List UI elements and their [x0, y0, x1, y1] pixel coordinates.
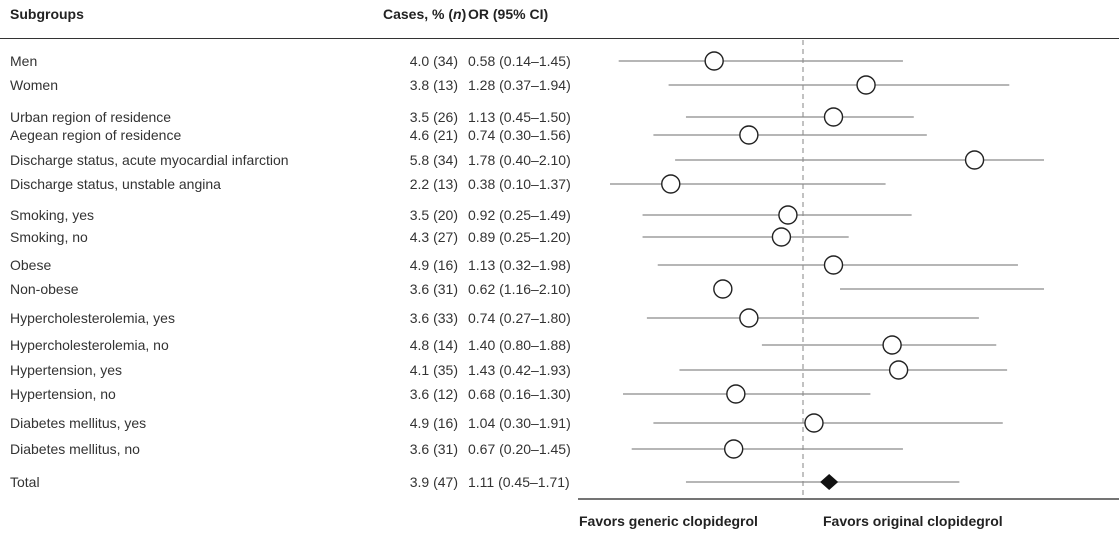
row-or-ci: 0.89 (0.25–1.20)	[468, 229, 571, 245]
row-cases: 4.1 (35)	[409, 362, 458, 378]
row-label: Urban region of residence	[10, 109, 172, 125]
row-cases: 4.0 (34)	[409, 53, 458, 69]
or-point-marker	[964, 150, 985, 170]
row-cases: 3.6 (12)	[409, 386, 458, 402]
row-label: Diabetes mellitus, yes	[10, 415, 147, 431]
or-point-marker	[739, 125, 759, 145]
row-cases: 3.8 (13)	[409, 77, 458, 93]
row-or-ci: 0.74 (0.30–1.56)	[468, 127, 571, 143]
row-cases: 3.6 (31)	[409, 281, 458, 297]
row-label: Non-obese	[10, 281, 79, 297]
row-cases: 3.6 (33)	[409, 310, 458, 326]
or-point-marker	[882, 335, 902, 355]
row-label: Hypercholesterolemia, yes	[10, 310, 175, 326]
row-cases: 4.9 (16)	[409, 415, 458, 431]
row-or-ci: 0.68 (0.16–1.30)	[468, 386, 571, 402]
row-label: Discharge status, unstable angina	[10, 176, 221, 192]
row-label: Aegean region of residence	[10, 127, 182, 143]
row-cases: 3.6 (31)	[409, 441, 458, 457]
or-point-marker	[739, 308, 759, 328]
row-or-ci: 1.04 (0.30–1.91)	[468, 415, 571, 431]
row-cases: 3.9 (47)	[409, 474, 458, 490]
cases-header-n: n	[453, 6, 462, 22]
row-label: Hypercholesterolemia, no	[10, 337, 169, 353]
row-label: Hypertension, no	[10, 386, 116, 402]
row-or-ci: 0.62 (1.16–2.10)	[468, 281, 571, 297]
cases-header-suffix: )	[461, 6, 467, 22]
row-cases: 4.6 (21)	[409, 127, 458, 143]
or-point-marker	[723, 439, 744, 459]
cases-header: Cases, % (n)	[383, 6, 466, 22]
row-or-ci: 1.11 (0.45–1.71)	[468, 474, 570, 490]
favors-original-label: Favors original clopidegrol	[823, 513, 1003, 529]
row-label: Smoking, no	[10, 229, 88, 245]
row-label: Smoking, yes	[10, 207, 95, 223]
row-cases: 4.8 (14)	[409, 337, 458, 353]
row-cases: 5.8 (34)	[409, 152, 458, 168]
or-point-marker	[804, 413, 824, 433]
cases-header-prefix: Cases, % (	[383, 6, 454, 22]
subgroups-header: Subgroups	[10, 6, 84, 22]
total-diamond-marker	[820, 474, 839, 490]
row-or-ci: 0.74 (0.27–1.80)	[468, 310, 571, 326]
row-or-ci: 0.92 (0.25–1.49)	[468, 207, 571, 223]
row-cases: 3.5 (26)	[409, 109, 458, 125]
row-label: Men	[10, 53, 38, 69]
row-label: Diabetes mellitus, no	[10, 441, 140, 457]
or-point-marker	[713, 279, 733, 299]
row-or-ci: 1.13 (0.45–1.50)	[468, 109, 571, 125]
or-point-marker	[823, 255, 844, 275]
row-or-ci: 0.58 (0.14–1.45)	[468, 53, 571, 69]
row-or-ci: 1.28 (0.37–1.94)	[468, 77, 571, 93]
favors-generic-label: Favors generic clopidegrol	[579, 513, 758, 529]
row-cases: 4.9 (16)	[409, 257, 458, 273]
or-point-marker	[771, 227, 792, 247]
row-label: Women	[10, 77, 58, 93]
row-or-ci: 1.43 (0.42–1.93)	[468, 362, 571, 378]
or-point-marker	[823, 107, 844, 127]
row-cases: 2.2 (13)	[409, 176, 458, 192]
row-cases: 3.5 (20)	[409, 207, 458, 223]
row-cases: 4.3 (27)	[409, 229, 458, 245]
row-label: Obese	[10, 257, 52, 273]
row-or-ci: 1.40 (0.80–1.88)	[468, 337, 571, 353]
row-label: Discharge status, acute myocardial infar…	[10, 152, 289, 168]
row-or-ci: 1.78 (0.40–2.10)	[468, 152, 571, 168]
or-point-marker	[856, 75, 876, 95]
or-point-marker	[888, 360, 909, 380]
row-or-ci: 0.38 (0.10–1.37)	[468, 176, 571, 192]
header-rule	[0, 38, 1119, 39]
or-ci-header: OR (95% CI)	[468, 6, 549, 22]
or-point-marker	[704, 51, 724, 71]
or-point-marker	[726, 384, 746, 404]
or-point-marker	[661, 174, 681, 194]
row-label: Total	[10, 474, 40, 490]
or-point-marker	[778, 205, 798, 225]
row-label: Hypertension, yes	[10, 362, 123, 378]
row-or-ci: 1.13 (0.32–1.98)	[468, 257, 571, 273]
row-or-ci: 0.67 (0.20–1.45)	[468, 441, 571, 457]
